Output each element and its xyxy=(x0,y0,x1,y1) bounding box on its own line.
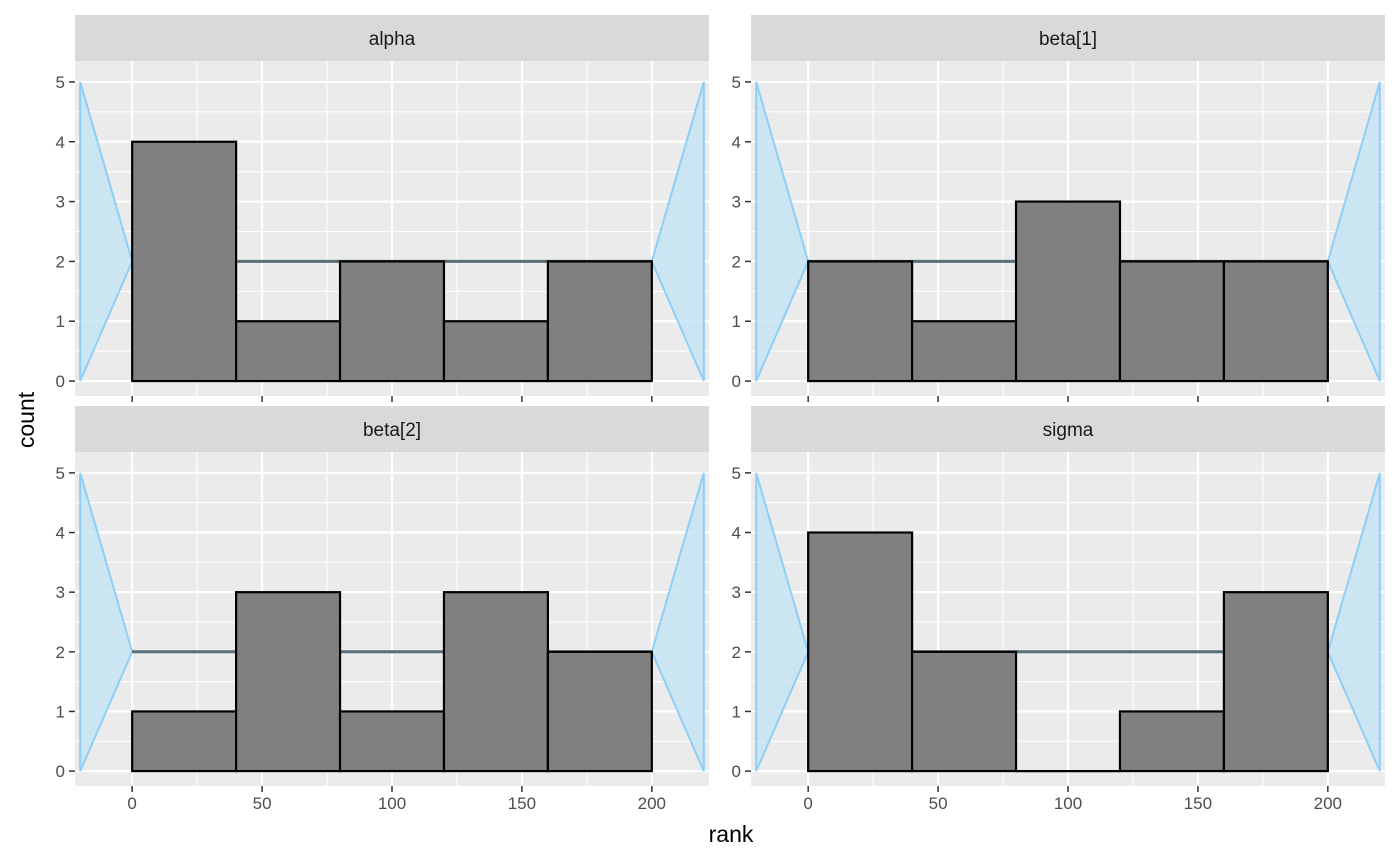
bar xyxy=(1118,710,1226,773)
y-tick-label: 4 xyxy=(732,133,741,152)
y-tick-label: 0 xyxy=(56,372,65,391)
bar xyxy=(234,320,342,383)
x-tick-label: 50 xyxy=(253,794,272,813)
x-tick-label: 100 xyxy=(378,794,406,813)
bar xyxy=(234,591,342,773)
bar xyxy=(910,320,1018,383)
y-tick-label: 5 xyxy=(732,464,741,483)
y-tick-label: 1 xyxy=(732,312,741,331)
y-tick-label: 1 xyxy=(56,312,65,331)
bar xyxy=(338,260,446,383)
x-tick-label: 150 xyxy=(508,794,536,813)
y-tick-label: 3 xyxy=(56,193,65,212)
bar xyxy=(338,710,446,773)
y-tick-label: 2 xyxy=(732,643,741,662)
bar xyxy=(910,650,1018,773)
strip-label: beta[1] xyxy=(1039,29,1097,50)
bar xyxy=(807,260,914,383)
y-tick-label: 1 xyxy=(56,702,65,721)
y-tick-label: 5 xyxy=(732,73,741,92)
bar xyxy=(1014,200,1122,383)
strip-background xyxy=(751,15,1385,61)
y-axis-title: count xyxy=(13,391,39,448)
y-tick-label: 4 xyxy=(56,524,65,543)
x-tick-label: 150 xyxy=(1184,794,1212,813)
y-tick-label: 0 xyxy=(732,372,741,391)
bar xyxy=(546,260,653,383)
bar xyxy=(442,591,550,773)
strip-label: alpha xyxy=(369,29,416,50)
y-tick-label: 1 xyxy=(732,702,741,721)
x-axis-title: rank xyxy=(709,821,754,847)
y-tick-label: 3 xyxy=(56,583,65,602)
x-tick-label: 200 xyxy=(638,794,666,813)
y-tick-label: 4 xyxy=(732,524,741,543)
x-tick-label: 200 xyxy=(1314,794,1342,813)
strip-background xyxy=(75,406,709,452)
y-tick-label: 4 xyxy=(56,133,65,152)
panel-beta[1]: beta[1] 0 1 2 3 4 5 xyxy=(732,15,1385,402)
y-tick-label: 5 xyxy=(56,464,65,483)
strip-label: beta[2] xyxy=(363,420,421,441)
y-tick-label: 0 xyxy=(56,762,65,781)
bar xyxy=(131,140,238,383)
panel-alpha: alpha 0 1 2 3 4 5 xyxy=(56,15,709,402)
x-tick-label: 50 xyxy=(929,794,948,813)
strip-background xyxy=(751,406,1385,452)
strip-label: sigma xyxy=(1043,420,1094,441)
y-tick-label: 2 xyxy=(56,252,65,271)
bar xyxy=(1118,260,1226,383)
bar xyxy=(131,710,238,773)
y-tick-label: 5 xyxy=(56,73,65,92)
y-tick-label: 3 xyxy=(732,193,741,212)
y-tick-label: 0 xyxy=(732,762,741,781)
strip-background xyxy=(75,15,709,61)
bar xyxy=(1222,260,1329,383)
y-tick-label: 2 xyxy=(732,252,741,271)
x-tick-label: 100 xyxy=(1054,794,1082,813)
bar xyxy=(1222,591,1329,773)
bar xyxy=(442,320,550,383)
y-tick-label: 2 xyxy=(56,643,65,662)
bar xyxy=(807,531,914,773)
x-tick-label: 0 xyxy=(803,794,812,813)
y-tick-label: 3 xyxy=(732,583,741,602)
bar xyxy=(546,650,653,773)
x-tick-label: 0 xyxy=(127,794,136,813)
